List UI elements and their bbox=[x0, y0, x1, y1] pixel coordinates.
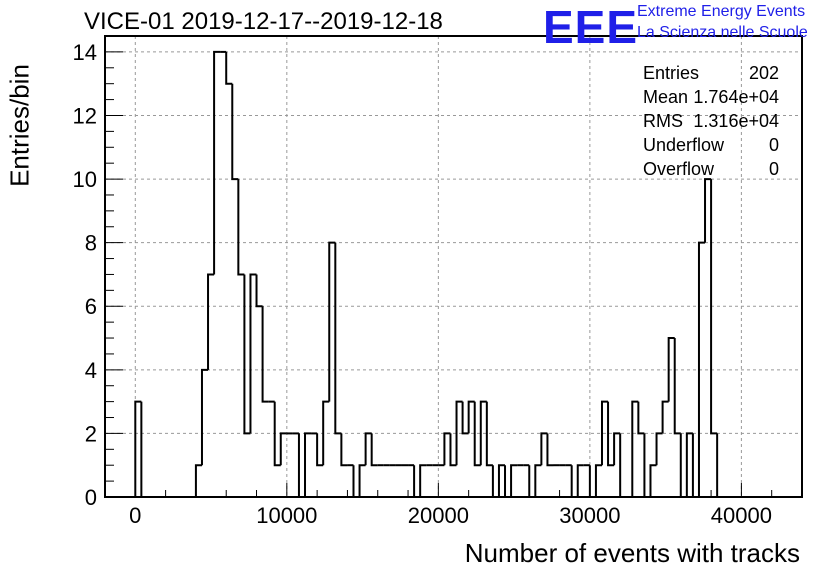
stat-row-underflow: Underflow 0 bbox=[641, 133, 781, 157]
stat-row-mean: Mean 1.764e+04 bbox=[641, 85, 781, 109]
histogram-bin bbox=[358, 464, 366, 497]
histogram-bin bbox=[194, 464, 202, 497]
histogram-bin bbox=[370, 433, 378, 467]
stats-box: Entries 202 Mean 1.764e+04 RMS 1.316e+04… bbox=[641, 61, 781, 181]
histogram-bin bbox=[213, 50, 221, 275]
histogram-bin bbox=[304, 432, 312, 497]
histogram-bin bbox=[710, 179, 718, 435]
stat-row-rms: RMS 1.316e+04 bbox=[641, 109, 781, 133]
axis-tick-labels: 0 10000 20000 30000 40000 0 2 4 6 8 10 12 14 bbox=[73, 40, 772, 528]
histogram-bin bbox=[655, 432, 663, 466]
stat-value: 202 bbox=[748, 63, 779, 83]
histogram-bin bbox=[631, 400, 639, 497]
histogram-bin bbox=[316, 433, 324, 467]
logo-caption-line2: La Scienza nelle Scuole bbox=[637, 24, 808, 41]
logo-caption-line1: Extreme Energy Events bbox=[637, 3, 806, 20]
histogram-bin bbox=[243, 274, 251, 435]
histogram-bin bbox=[716, 433, 724, 498]
histogram-bin bbox=[340, 433, 348, 467]
x-tick-label: 20000 bbox=[408, 503, 469, 528]
stat-label: Underflow bbox=[643, 135, 725, 155]
histogram-bin bbox=[419, 464, 427, 497]
histogram-bin bbox=[673, 338, 681, 435]
y-tick-label: 10 bbox=[73, 167, 97, 192]
histogram-bin bbox=[200, 368, 209, 466]
y-axis-label: Entries/bin bbox=[4, 64, 35, 187]
stat-value: 1.316e+04 bbox=[693, 111, 779, 131]
x-tick-label: 40000 bbox=[711, 503, 772, 528]
stat-row-entries: Entries 202 bbox=[641, 61, 781, 85]
histogram-bin bbox=[485, 401, 493, 467]
histogram-bin bbox=[594, 464, 602, 497]
histogram-bin bbox=[661, 400, 669, 434]
histogram-bin bbox=[637, 401, 645, 435]
histogram-bin bbox=[667, 337, 675, 402]
histogram-bin bbox=[497, 464, 506, 497]
histogram-bin bbox=[237, 179, 245, 276]
histogram-bin bbox=[576, 464, 584, 497]
x-axis-label: Number of events with tracks bbox=[464, 538, 800, 568]
histogram-bin bbox=[619, 433, 627, 498]
histogram-bin bbox=[273, 401, 281, 467]
stat-label: Entries bbox=[643, 63, 700, 83]
eee-logo-mark: EEE bbox=[543, 1, 639, 53]
histogram-bin bbox=[546, 433, 554, 467]
stat-label: Overflow bbox=[643, 159, 715, 179]
histogram-bin bbox=[364, 432, 372, 466]
histogram-bin bbox=[534, 464, 542, 497]
stat-label: Mean bbox=[643, 87, 689, 107]
y-tick-label: 6 bbox=[85, 294, 97, 319]
axis-ticks bbox=[104, 35, 803, 498]
histogram-bin bbox=[255, 274, 263, 308]
plot-frame bbox=[104, 35, 803, 498]
x-tick-label: 10000 bbox=[256, 503, 317, 528]
y-tick-label: 14 bbox=[73, 40, 97, 65]
histogram-bin bbox=[443, 432, 451, 466]
histogram-bin bbox=[704, 178, 712, 243]
histogram-bin bbox=[467, 400, 475, 434]
y-tick-label: 0 bbox=[85, 485, 97, 510]
y-tick-label: 4 bbox=[85, 358, 97, 383]
histogram-bin bbox=[322, 400, 330, 466]
histogram-bin bbox=[249, 273, 257, 434]
histogram-bin bbox=[473, 401, 481, 467]
histogram-bin bbox=[685, 432, 693, 497]
y-tick-label: 2 bbox=[85, 421, 97, 446]
stat-value: 1.764e+04 bbox=[693, 87, 779, 107]
histogram-bin bbox=[540, 432, 548, 466]
stat-row-overflow: Overflow 0 bbox=[641, 157, 781, 181]
histogram-bin bbox=[449, 433, 457, 467]
histogram-bin bbox=[613, 432, 621, 466]
histogram-bin bbox=[334, 242, 342, 435]
chart-title: VICE-01 2019-12-17--2019-12-18 bbox=[84, 8, 443, 35]
y-tick-label: 12 bbox=[73, 103, 97, 128]
histogram-bin bbox=[461, 401, 469, 435]
histogram-bin bbox=[140, 401, 148, 498]
histogram-bin bbox=[207, 273, 215, 370]
histogram-bin bbox=[697, 241, 706, 497]
grid-lines bbox=[105, 36, 802, 497]
histogram-bin bbox=[279, 432, 287, 466]
histogram-bin bbox=[261, 306, 269, 403]
histogram-bin bbox=[649, 464, 657, 497]
stat-value: 0 bbox=[768, 135, 779, 155]
histogram-bin bbox=[510, 464, 518, 497]
histogram-bin bbox=[607, 401, 615, 467]
histogram-bin bbox=[225, 51, 233, 85]
x-tick-label: 30000 bbox=[559, 503, 620, 528]
stat-value: 0 bbox=[768, 159, 779, 179]
histogram-bin bbox=[479, 400, 487, 466]
y-tick-label: 8 bbox=[85, 231, 97, 256]
histogram-bin bbox=[600, 400, 609, 466]
histogram-bin bbox=[455, 400, 463, 466]
stat-label: RMS bbox=[643, 111, 683, 131]
histogram-bin bbox=[231, 83, 239, 181]
histogram-bin bbox=[328, 241, 336, 402]
x-tick-label: 0 bbox=[129, 503, 141, 528]
histogram-bin bbox=[134, 400, 142, 497]
